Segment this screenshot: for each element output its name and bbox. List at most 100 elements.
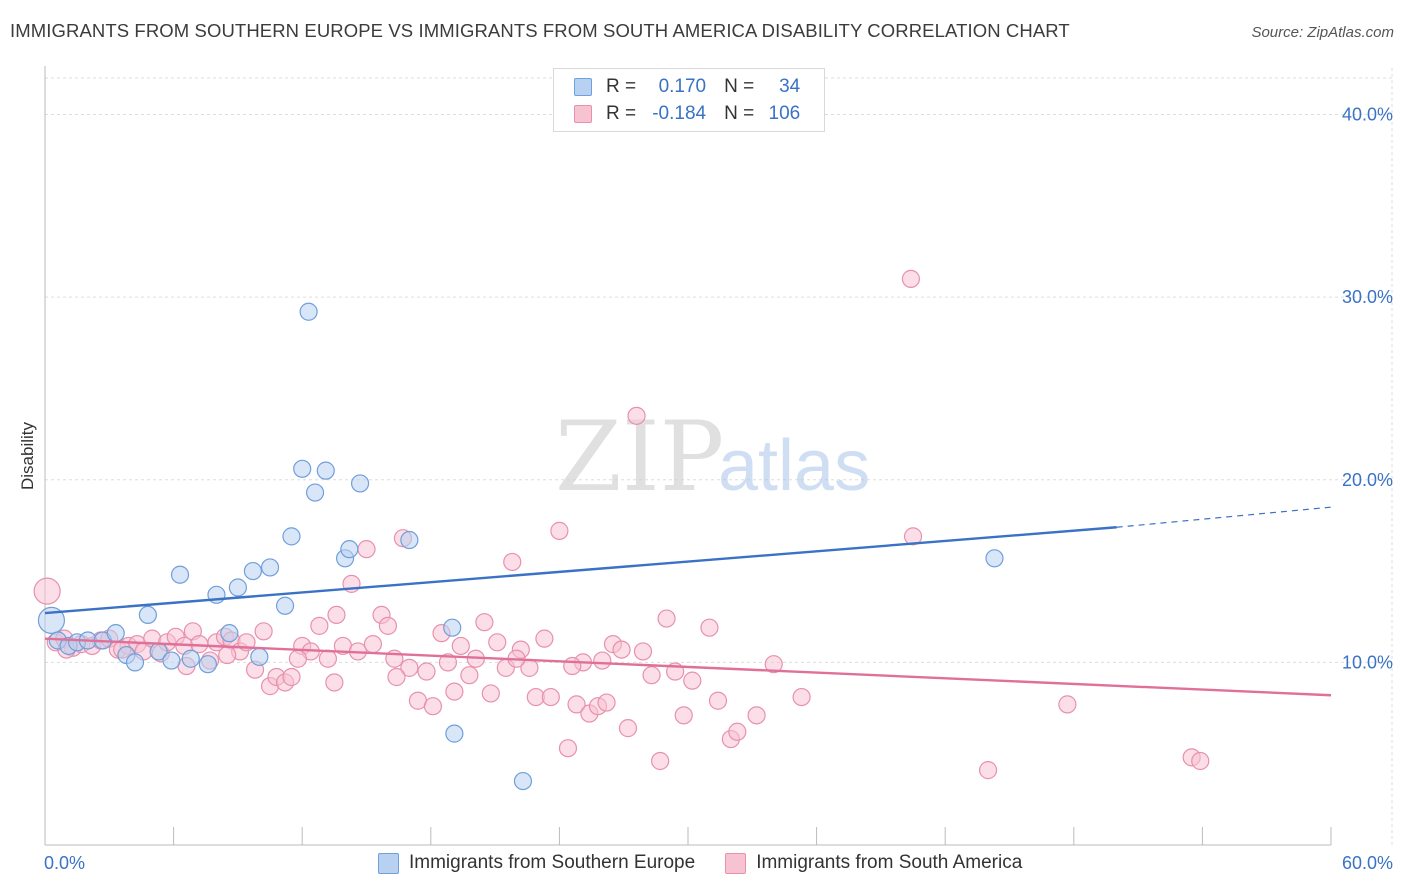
data-point-southern-europe bbox=[282, 527, 301, 546]
watermark-atlas: atlas bbox=[718, 426, 870, 506]
x-tick-labels: 0.0% 60.0% bbox=[44, 853, 1393, 873]
legend-item-south-america: Immigrants from South America bbox=[725, 852, 1022, 874]
data-point-southern-europe bbox=[250, 647, 269, 667]
data-point-southern-europe bbox=[340, 540, 359, 559]
legend-r-label: R = bbox=[606, 76, 637, 97]
legend-label-south-america: Immigrants from South America bbox=[756, 852, 1023, 873]
correlation-legend: R = 0.170 N = 34 R = -0.184 N = 106 bbox=[553, 68, 825, 132]
data-point-south-america bbox=[903, 527, 923, 546]
trend-line-southern-europe bbox=[44, 526, 1117, 615]
trend-line-southern-europe-extension bbox=[1116, 506, 1332, 528]
data-point-southern-europe bbox=[243, 561, 263, 581]
y-tick-label: 40.0% bbox=[1342, 105, 1393, 125]
data-point-southern-europe bbox=[513, 771, 533, 791]
data-point-south-america bbox=[378, 616, 398, 635]
data-point-southern-europe bbox=[37, 606, 66, 634]
legend-swatch-pink bbox=[725, 852, 747, 874]
data-point-south-america bbox=[558, 739, 578, 758]
zipatlas-watermark: ZIP atlas bbox=[555, 401, 870, 513]
series-southern-europe-points bbox=[37, 302, 1004, 791]
trend-line-south-america bbox=[44, 637, 1332, 697]
y-axis-label: Disability bbox=[18, 421, 37, 490]
data-point-south-america bbox=[657, 609, 676, 628]
data-point-southern-europe bbox=[170, 565, 190, 584]
data-point-south-america bbox=[567, 695, 586, 714]
data-point-south-america bbox=[218, 645, 237, 665]
data-point-south-america bbox=[363, 635, 383, 654]
data-point-southern-europe bbox=[260, 558, 280, 577]
data-point-southern-europe bbox=[220, 624, 239, 643]
data-point-south-america bbox=[325, 673, 344, 692]
data-point-south-america bbox=[282, 667, 301, 687]
data-point-south-america bbox=[1058, 695, 1077, 714]
legend-r-value: -0.184 bbox=[652, 103, 707, 124]
data-point-south-america bbox=[460, 666, 479, 685]
data-point-south-america bbox=[357, 540, 376, 559]
y-tick-labels: 10.0% 20.0% 30.0% 40.0% bbox=[1342, 105, 1393, 673]
data-point-south-america bbox=[792, 687, 811, 707]
data-point-south-america bbox=[451, 636, 470, 656]
data-point-south-america bbox=[563, 656, 582, 676]
legend-swatch-blue bbox=[574, 78, 592, 96]
legend-swatch-pink bbox=[574, 105, 592, 123]
data-point-south-america bbox=[535, 629, 554, 648]
data-point-south-america bbox=[642, 666, 661, 685]
data-point-southern-europe bbox=[293, 459, 312, 478]
data-point-south-america bbox=[33, 577, 61, 605]
data-point-south-america bbox=[627, 406, 646, 425]
series-legend: Immigrants from Southern Europe Immigran… bbox=[378, 852, 1052, 874]
trend-lines bbox=[44, 506, 1332, 697]
source-credit: Source: ZipAtlas.com bbox=[1251, 24, 1394, 41]
x-tick-label: 0.0% bbox=[44, 853, 85, 873]
chart-title: IMMIGRANTS FROM SOUTHERN EUROPE VS IMMIG… bbox=[10, 20, 1070, 41]
data-point-southern-europe bbox=[275, 596, 295, 615]
data-point-south-america bbox=[417, 662, 436, 681]
legend-n-value: 106 bbox=[768, 103, 801, 124]
data-point-south-america bbox=[612, 640, 631, 659]
legend-swatch-blue bbox=[378, 852, 399, 874]
data-point-south-america bbox=[728, 722, 747, 741]
data-point-south-america bbox=[310, 616, 329, 635]
data-point-south-america bbox=[651, 751, 670, 771]
legend-r-label: R = bbox=[606, 103, 637, 124]
series-south-america-points bbox=[33, 269, 1210, 780]
axes bbox=[44, 66, 1332, 846]
data-point-southern-europe bbox=[198, 655, 217, 674]
data-point-south-america bbox=[597, 693, 616, 712]
data-point-south-america bbox=[438, 653, 458, 672]
data-point-southern-europe bbox=[400, 530, 419, 550]
data-point-south-america bbox=[400, 658, 419, 677]
legend-label-southern-europe: Immigrants from Southern Europe bbox=[409, 852, 696, 873]
data-point-south-america bbox=[541, 687, 560, 707]
data-point-south-america bbox=[503, 552, 522, 572]
data-point-south-america bbox=[700, 618, 719, 637]
data-point-south-america bbox=[288, 649, 308, 668]
data-point-south-america bbox=[481, 684, 500, 703]
data-point-south-america bbox=[593, 651, 612, 670]
data-point-southern-europe bbox=[985, 549, 1004, 568]
data-point-southern-europe bbox=[350, 474, 370, 493]
data-point-south-america bbox=[633, 642, 653, 661]
data-point-southern-europe bbox=[125, 653, 145, 672]
data-point-south-america bbox=[550, 521, 569, 540]
data-point-south-america bbox=[488, 633, 507, 652]
data-point-southern-europe bbox=[443, 618, 462, 637]
legend-n-label: N = bbox=[724, 76, 755, 97]
data-point-south-america bbox=[978, 761, 998, 780]
data-point-south-america bbox=[387, 667, 406, 687]
data-point-south-america bbox=[747, 706, 766, 725]
legend-row-south-america: R = -0.184 N = 106 bbox=[574, 102, 800, 126]
data-point-south-america bbox=[254, 622, 273, 641]
legend-n-label: N = bbox=[724, 103, 755, 124]
data-point-south-america bbox=[618, 719, 638, 738]
data-point-south-america bbox=[901, 269, 921, 288]
data-point-south-america bbox=[708, 691, 728, 710]
data-point-southern-europe bbox=[162, 651, 181, 670]
data-point-southern-europe bbox=[181, 649, 200, 668]
x-tick-label: 60.0% bbox=[1342, 853, 1393, 873]
data-point-southern-europe bbox=[138, 605, 157, 625]
legend-n-value: 34 bbox=[779, 76, 801, 97]
data-point-south-america bbox=[445, 682, 464, 701]
data-point-south-america bbox=[1191, 751, 1210, 771]
